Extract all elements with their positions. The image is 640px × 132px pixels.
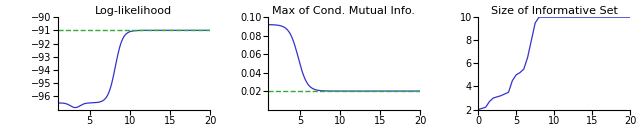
Title: Log-likelihood: Log-likelihood xyxy=(95,6,172,16)
Title: Max of Cond. Mutual Info.: Max of Cond. Mutual Info. xyxy=(273,6,415,16)
Title: Size of Informative Set: Size of Informative Set xyxy=(491,6,618,16)
